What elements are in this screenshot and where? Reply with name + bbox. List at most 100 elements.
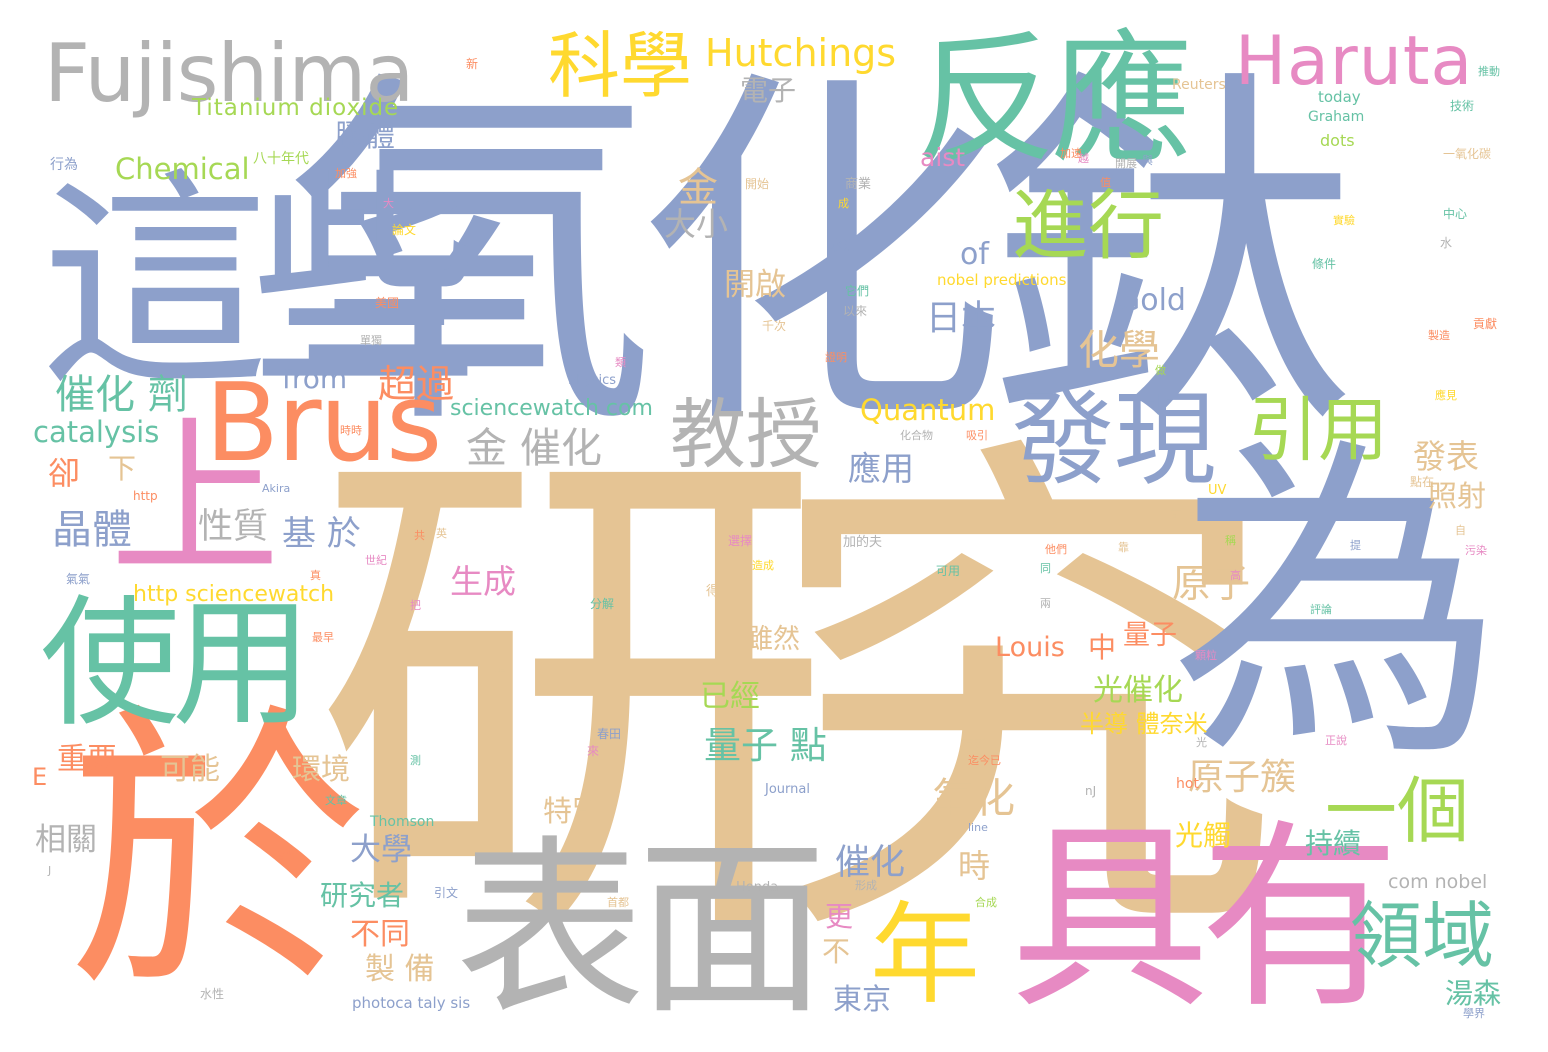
word-xuejie: 學界 bbox=[1463, 1007, 1485, 1020]
word-tebie: 特別 bbox=[543, 794, 602, 828]
word-meiguo: 美國 bbox=[375, 296, 400, 310]
word-qiqi: 氣氣 bbox=[66, 572, 91, 586]
word-dianzi: 電子 bbox=[740, 74, 797, 107]
word-guangcuihua: 光催化 bbox=[1093, 673, 1183, 708]
word-yuanzicu: 原子簇 bbox=[1188, 757, 1297, 798]
word-kaizhan: 開展 bbox=[1115, 157, 1137, 170]
word-chixu: 持續 bbox=[1305, 827, 1362, 860]
word-fabiao: 發表 bbox=[1413, 437, 1479, 476]
word-shuixing: 水性 bbox=[200, 987, 225, 1001]
word-e: E bbox=[32, 763, 48, 791]
word-dongjing: 東京 bbox=[833, 982, 892, 1016]
word-hutchings: Hutchings bbox=[705, 31, 897, 75]
word-tuidong: 推動 bbox=[1478, 65, 1500, 78]
word-xingwei: 行為 bbox=[50, 157, 78, 173]
word-linan: 來 bbox=[587, 744, 600, 758]
word-zhong: 中 bbox=[1088, 631, 1117, 664]
word-physics: Physics bbox=[568, 373, 617, 388]
word-faxian: 發現 bbox=[1012, 381, 1216, 500]
word-from: from bbox=[282, 362, 348, 395]
word-jincuihua: 金 催化 bbox=[466, 424, 603, 472]
word-keneng: 可能 bbox=[160, 752, 220, 787]
word-dandu: 單獨 bbox=[360, 334, 382, 347]
word-zhengjing: 正說 bbox=[1325, 734, 1347, 747]
word-thomson: Thomson bbox=[370, 814, 435, 830]
word-tamen: 它們 bbox=[845, 284, 870, 298]
word-hot: hot bbox=[1176, 776, 1199, 792]
word-shoubu: 首都 bbox=[607, 896, 629, 909]
word-shang: 上 bbox=[110, 401, 281, 599]
word-chaoguo: 超過 bbox=[378, 362, 455, 406]
word-zhijin: 迄今已 bbox=[968, 754, 1001, 767]
word-yuanzi: 原子 bbox=[1172, 562, 1251, 607]
word-gao: 高 bbox=[1230, 569, 1241, 582]
word-titanium: Titanium dioxide bbox=[192, 95, 400, 121]
word-que: 卻 bbox=[48, 454, 81, 492]
word-jin: 金 bbox=[678, 165, 718, 211]
word-xingcheng: 形成 bbox=[855, 879, 877, 892]
word-xiangguan: 相關 bbox=[35, 822, 97, 858]
word-fangshi: 方式 bbox=[962, 736, 987, 750]
word-shuigou: 水溝 bbox=[830, 239, 857, 254]
word-yilai: 以來 bbox=[843, 304, 868, 318]
word-huanjing: 環境 bbox=[292, 752, 351, 786]
word-shi: 時 bbox=[958, 847, 991, 885]
word-tiaojian: 條件 bbox=[1312, 257, 1337, 271]
word-yanjiu: 研究 bbox=[312, 397, 1282, 1003]
word-jiasu: 加速 bbox=[1060, 147, 1082, 160]
word-zhuming: 著名 bbox=[275, 849, 297, 862]
word-sciencewatch: sciencewatch com bbox=[450, 396, 653, 421]
word-fanying: 反應 bbox=[915, 18, 1193, 183]
word-bandaoti: 半導 體奈米 bbox=[1080, 710, 1208, 738]
word-jingti: 晶體 bbox=[52, 507, 132, 553]
word-baijiu: 八十年代 bbox=[253, 151, 309, 167]
word-lingyu: 領域 bbox=[1350, 894, 1495, 978]
word-zuo: 做 bbox=[1155, 364, 1166, 377]
word-http: http bbox=[133, 489, 158, 503]
word-haruta: Haruta bbox=[1235, 22, 1474, 101]
word-reuters: Reuters bbox=[1172, 77, 1226, 93]
word-jinxing: 進行 bbox=[1012, 181, 1164, 270]
word-yingyong: 應用 bbox=[848, 449, 914, 488]
word-xia: 下 bbox=[108, 452, 137, 485]
word-xiyin: 吸引 bbox=[966, 429, 988, 442]
word-yijing: 已經 bbox=[700, 679, 760, 714]
word-shangye: 商業 bbox=[845, 177, 872, 192]
word-wuran: 污染 bbox=[1465, 544, 1487, 557]
word-guangchu: 光觸 bbox=[1175, 819, 1232, 852]
word-brus: Brus bbox=[205, 361, 442, 486]
word-cheng: 成 bbox=[838, 197, 849, 210]
word-juyou: 具有 bbox=[1010, 803, 1400, 1036]
word-akira: Akira bbox=[262, 482, 291, 495]
word-yibu: 一步 bbox=[482, 667, 507, 681]
word-zhi: 值 bbox=[1100, 176, 1111, 189]
word-zhengming: 證明 bbox=[825, 351, 847, 364]
word-zuizao: 最早 bbox=[312, 631, 334, 644]
word-yinwen: 引文 bbox=[434, 886, 459, 900]
word-j: J bbox=[48, 864, 52, 877]
word-heceng: 合成 bbox=[975, 896, 997, 909]
word-fenjie: 分解 bbox=[590, 597, 615, 611]
word-butong: 不同 bbox=[350, 917, 410, 952]
word-wei: 為 bbox=[1170, 412, 1505, 802]
word-da: 大 bbox=[383, 197, 394, 210]
word-yiyanghuatan: 一氧化碳 bbox=[1443, 147, 1492, 161]
word-shiyong: 使用 bbox=[40, 583, 312, 746]
word-line: line bbox=[968, 821, 988, 834]
word-yige: 一個 bbox=[1325, 769, 1470, 853]
word-zhizao: 製造 bbox=[1428, 329, 1450, 342]
word-journal: Journal bbox=[765, 782, 810, 797]
word-com-nobel: com nobel bbox=[1388, 871, 1488, 893]
word-wenzhang: 文章 bbox=[325, 794, 347, 807]
word-cuihuaji: 催化 劑 bbox=[55, 372, 188, 418]
word-nian: 年 bbox=[870, 891, 980, 1019]
word-yanghua: 氧化 bbox=[933, 774, 1015, 822]
word-biaomian: 表面 bbox=[455, 819, 827, 1040]
word-suiran: 雖然 bbox=[746, 624, 800, 655]
word-chuntian: 春田 bbox=[597, 727, 622, 741]
word-xin: 新 bbox=[466, 57, 479, 71]
word-kexue: 科學 bbox=[548, 24, 693, 108]
word-yu: 於 bbox=[68, 680, 368, 1029]
word-cheng2: 稱 bbox=[1225, 534, 1236, 547]
